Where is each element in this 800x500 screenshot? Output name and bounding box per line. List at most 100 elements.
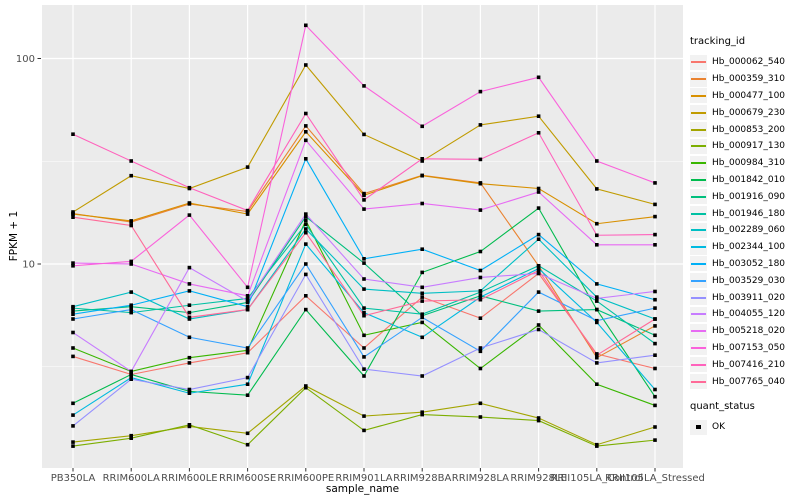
- legend-key-line-icon: [690, 256, 707, 272]
- data-point: [304, 227, 308, 231]
- legend-item: Hb_002344_100: [690, 239, 798, 256]
- data-point: [187, 289, 192, 293]
- legend-item-label: Hb_004055_120: [712, 309, 786, 320]
- data-point: [536, 309, 541, 313]
- data-point: [595, 243, 599, 247]
- legend-item: Hb_003052_180: [690, 256, 798, 273]
- legend-item: Hb_003529_030: [690, 272, 798, 289]
- legend-key-line-icon: [690, 290, 707, 306]
- data-point: [304, 272, 308, 277]
- data-point: [653, 297, 657, 302]
- data-point: [187, 201, 192, 205]
- data-point: [71, 132, 75, 136]
- data-point: [420, 159, 424, 163]
- data-point: [420, 157, 424, 161]
- legend-item: Hb_000917_130: [690, 138, 798, 155]
- data-point: [536, 190, 541, 194]
- data-point: [71, 444, 75, 448]
- data-point: [362, 132, 366, 137]
- data-point: [304, 23, 308, 28]
- data-point: [304, 124, 308, 128]
- legend-item: Hb_000062_540: [690, 54, 798, 71]
- data-point: [362, 287, 366, 291]
- data-point: [71, 304, 75, 309]
- legend-item: Hb_007153_050: [690, 340, 798, 357]
- data-point: [245, 299, 250, 303]
- data-point: [245, 307, 250, 312]
- x-tick-label: RRIM600LA: [103, 473, 160, 484]
- data-point: [478, 289, 483, 293]
- legend-key-line-icon: [690, 222, 707, 238]
- data-point: [653, 202, 657, 207]
- data-point: [71, 215, 75, 219]
- data-point: [362, 306, 366, 310]
- data-point: [653, 333, 657, 338]
- data-point: [420, 201, 424, 206]
- data-point: [304, 111, 308, 116]
- data-point: [420, 124, 424, 129]
- data-point: [653, 387, 657, 392]
- data-point: [129, 262, 133, 266]
- data-point: [71, 312, 75, 316]
- legend-item: Hb_002289_060: [690, 222, 798, 239]
- data-point: [478, 346, 483, 350]
- legend-key-line-icon: [690, 273, 707, 289]
- data-point: [187, 355, 192, 360]
- legend-quant-status: quant_status OK: [690, 401, 798, 436]
- data-point: [478, 295, 483, 299]
- data-point: [245, 350, 250, 355]
- legend-item-label: Hb_000984_310: [712, 158, 786, 169]
- legend-key-line-icon: [690, 374, 707, 390]
- legend-item-label: Hb_001916_090: [712, 191, 786, 202]
- data-point: [129, 433, 133, 438]
- data-point: [653, 353, 657, 357]
- x-tick-label: RRIM600SE: [219, 473, 276, 484]
- legend-item-label: Hb_000359_310: [712, 74, 786, 85]
- data-point: [595, 361, 599, 365]
- data-point: [595, 355, 599, 360]
- data-point: [653, 232, 657, 237]
- y-axis-title: FPKM + 1: [8, 210, 20, 262]
- data-point: [420, 312, 424, 316]
- data-point: [536, 271, 541, 276]
- data-point: [420, 291, 424, 296]
- data-point: [362, 193, 366, 198]
- data-point: [595, 299, 599, 303]
- data-point: [71, 212, 75, 216]
- data-point: [362, 313, 366, 318]
- legend-item-label: Hb_003052_180: [712, 258, 786, 269]
- data-point: [653, 181, 657, 185]
- data-point: [595, 282, 599, 286]
- legend-item-label: Hb_002344_100: [712, 242, 786, 253]
- data-point: [187, 361, 192, 365]
- x-tick-label: PB350LA: [51, 473, 96, 484]
- data-point: [245, 294, 250, 298]
- legend-item-label: Hb_003529_030: [712, 275, 786, 286]
- data-point: [362, 346, 366, 350]
- data-point: [478, 89, 483, 94]
- data-point: [362, 414, 366, 418]
- data-point: [595, 353, 599, 357]
- legend-item-label: Hb_000917_130: [712, 141, 786, 152]
- data-point: [304, 63, 308, 67]
- legend-key-line-icon: [690, 138, 707, 154]
- data-point: [653, 214, 657, 219]
- legend-item-label: Hb_002289_060: [712, 225, 786, 236]
- data-point: [362, 428, 366, 433]
- legend-item: Hb_000359_310: [690, 71, 798, 88]
- legend-item-label: Hb_007416_210: [712, 359, 786, 370]
- data-point: [187, 391, 192, 395]
- legend-item: Hb_001842_010: [690, 172, 798, 189]
- data-point: [478, 415, 483, 419]
- data-point: [362, 374, 366, 378]
- data-point: [536, 264, 541, 268]
- data-point: [478, 401, 483, 406]
- data-point: [653, 394, 657, 399]
- legend-key-line-icon: [690, 189, 707, 205]
- data-point: [71, 346, 75, 350]
- data-point: [595, 318, 599, 323]
- data-point: [304, 230, 308, 235]
- data-point: [362, 257, 366, 261]
- data-point: [595, 187, 599, 191]
- data-point: [304, 294, 308, 298]
